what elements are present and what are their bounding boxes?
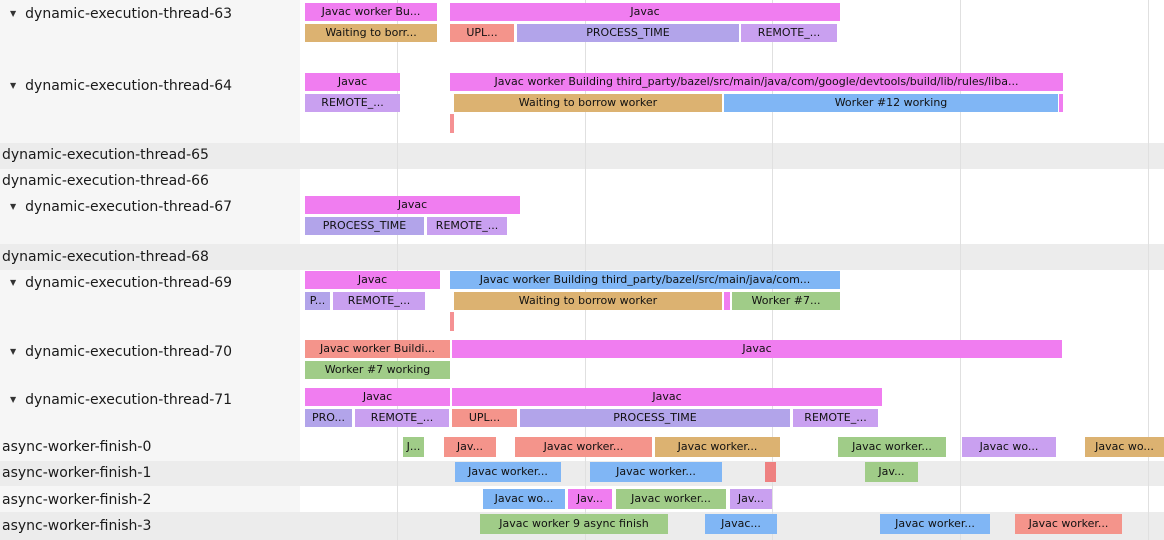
- trace-slice[interactable]: [724, 292, 730, 310]
- trace-slice[interactable]: Javac worker...: [655, 437, 780, 457]
- trace-slice[interactable]: [765, 462, 776, 482]
- trace-slice[interactable]: Javac worker...: [455, 462, 561, 482]
- trace-slice[interactable]: Javac: [452, 340, 1062, 358]
- track-row-header[interactable]: ▼ dynamic-execution-thread-70: [10, 343, 232, 361]
- time-gridline: [585, 0, 586, 540]
- trace-slice[interactable]: Waiting to borrow worker: [454, 94, 722, 112]
- trace-slice[interactable]: UPL...: [452, 409, 517, 427]
- trace-slice[interactable]: J...: [403, 437, 424, 457]
- trace-slice[interactable]: Javac wo...: [1085, 437, 1164, 457]
- track-name: dynamic-execution-thread-71: [25, 392, 233, 408]
- trace-slice[interactable]: Javac...: [705, 514, 777, 534]
- track-row-header[interactable]: async-worker-finish-3: [2, 517, 151, 535]
- track-row-header[interactable]: ▼ dynamic-execution-thread-63: [10, 5, 232, 23]
- trace-slice[interactable]: Javac worker...: [590, 462, 722, 482]
- trace-slice[interactable]: P...: [305, 292, 330, 310]
- collapse-triangle-icon[interactable]: ▼: [10, 278, 17, 287]
- trace-slice[interactable]: PROCESS_TIME: [517, 24, 739, 42]
- trace-slice[interactable]: Worker #7 working: [305, 361, 450, 379]
- trace-slice[interactable]: REMOTE_...: [333, 292, 425, 310]
- track-name: async-worker-finish-2: [2, 492, 152, 508]
- row-shading-band: [0, 461, 1164, 486]
- track-row-header[interactable]: dynamic-execution-thread-68: [2, 248, 209, 266]
- trace-slice[interactable]: [1059, 94, 1063, 112]
- trace-slice[interactable]: Javac wo...: [483, 489, 565, 509]
- track-name: async-worker-finish-1: [2, 465, 152, 481]
- trace-slice[interactable]: REMOTE_...: [427, 217, 507, 235]
- track-row-header[interactable]: ▼ dynamic-execution-thread-67: [10, 198, 232, 216]
- trace-slice[interactable]: REMOTE_...: [305, 94, 400, 112]
- trace-slice[interactable]: Worker #12 working: [724, 94, 1058, 112]
- trace-slice[interactable]: Worker #7...: [732, 292, 840, 310]
- trace-slice[interactable]: Javac worker Building third_party/bazel/…: [450, 73, 1063, 91]
- time-gridline: [397, 0, 398, 540]
- trace-slice[interactable]: Javac worker 9 async finish: [480, 514, 668, 534]
- track-name: dynamic-execution-thread-64: [25, 78, 233, 94]
- trace-slice[interactable]: REMOTE_...: [355, 409, 449, 427]
- track-row-header[interactable]: dynamic-execution-thread-66: [2, 172, 209, 190]
- trace-slice[interactable]: Javac: [305, 196, 520, 214]
- trace-slice[interactable]: Javac: [305, 388, 450, 406]
- row-shading-band: [0, 244, 1164, 270]
- collapse-triangle-icon[interactable]: ▼: [10, 202, 17, 211]
- track-name: dynamic-execution-thread-63: [25, 6, 233, 22]
- trace-slice[interactable]: Waiting to borr...: [305, 24, 437, 42]
- track-name: dynamic-execution-thread-65: [2, 147, 209, 163]
- trace-slice[interactable]: REMOTE_...: [741, 24, 837, 42]
- collapse-triangle-icon[interactable]: ▼: [10, 347, 17, 356]
- collapse-triangle-icon[interactable]: ▼: [10, 395, 17, 404]
- trace-slice[interactable]: Jav...: [568, 489, 612, 509]
- track-name: async-worker-finish-3: [2, 518, 152, 534]
- track-name: dynamic-execution-thread-67: [25, 199, 233, 215]
- trace-slice[interactable]: [450, 312, 454, 331]
- track-name: dynamic-execution-thread-69: [25, 275, 233, 291]
- trace-slice[interactable]: UPL...: [450, 24, 514, 42]
- track-name: dynamic-execution-thread-68: [2, 249, 209, 265]
- track-row-header[interactable]: async-worker-finish-0: [2, 438, 151, 456]
- trace-slice[interactable]: Javac worker Buildi...: [305, 340, 450, 358]
- trace-slice[interactable]: Javac worker Bu...: [305, 3, 437, 21]
- track-name: dynamic-execution-thread-66: [2, 173, 209, 189]
- track-row-header[interactable]: ▼ dynamic-execution-thread-71: [10, 391, 232, 409]
- track-row-header[interactable]: async-worker-finish-1: [2, 464, 151, 482]
- time-gridline: [772, 0, 773, 540]
- trace-slice[interactable]: Jav...: [730, 489, 772, 509]
- trace-slice[interactable]: Javac worker...: [1015, 514, 1122, 534]
- row-shading-band: [0, 143, 1164, 169]
- trace-slice[interactable]: Javac wo...: [962, 437, 1056, 457]
- collapse-triangle-icon[interactable]: ▼: [10, 81, 17, 90]
- track-row-header[interactable]: ▼ dynamic-execution-thread-69: [10, 274, 232, 292]
- track-name-panel: [0, 0, 300, 540]
- time-gridline: [1148, 0, 1149, 540]
- trace-slice[interactable]: Javac worker...: [616, 489, 726, 509]
- trace-slice[interactable]: REMOTE_...: [793, 409, 878, 427]
- trace-slice[interactable]: Jav...: [444, 437, 496, 457]
- trace-slice[interactable]: Jav...: [865, 462, 918, 482]
- trace-slice[interactable]: PROCESS_TIME: [520, 409, 790, 427]
- trace-slice[interactable]: Javac worker...: [838, 437, 946, 457]
- trace-slice[interactable]: Javac: [305, 73, 400, 91]
- track-name: async-worker-finish-0: [2, 439, 152, 455]
- trace-slice[interactable]: PRO...: [305, 409, 352, 427]
- trace-slice[interactable]: Javac: [452, 388, 882, 406]
- time-gridline: [960, 0, 961, 540]
- trace-slice[interactable]: Javac: [305, 271, 440, 289]
- track-name: dynamic-execution-thread-70: [25, 344, 233, 360]
- track-row-header[interactable]: ▼ dynamic-execution-thread-64: [10, 77, 232, 95]
- trace-slice[interactable]: Javac worker...: [515, 437, 652, 457]
- track-row-header[interactable]: async-worker-finish-2: [2, 491, 151, 509]
- collapse-triangle-icon[interactable]: ▼: [10, 9, 17, 18]
- trace-slice[interactable]: Javac worker...: [880, 514, 990, 534]
- trace-slice[interactable]: [450, 114, 454, 133]
- trace-slice[interactable]: Javac worker Building third_party/bazel/…: [450, 271, 840, 289]
- track-row-header[interactable]: dynamic-execution-thread-65: [2, 146, 209, 164]
- trace-slice[interactable]: Waiting to borrow worker: [454, 292, 722, 310]
- trace-slice[interactable]: PROCESS_TIME: [305, 217, 424, 235]
- trace-slice[interactable]: Javac: [450, 3, 840, 21]
